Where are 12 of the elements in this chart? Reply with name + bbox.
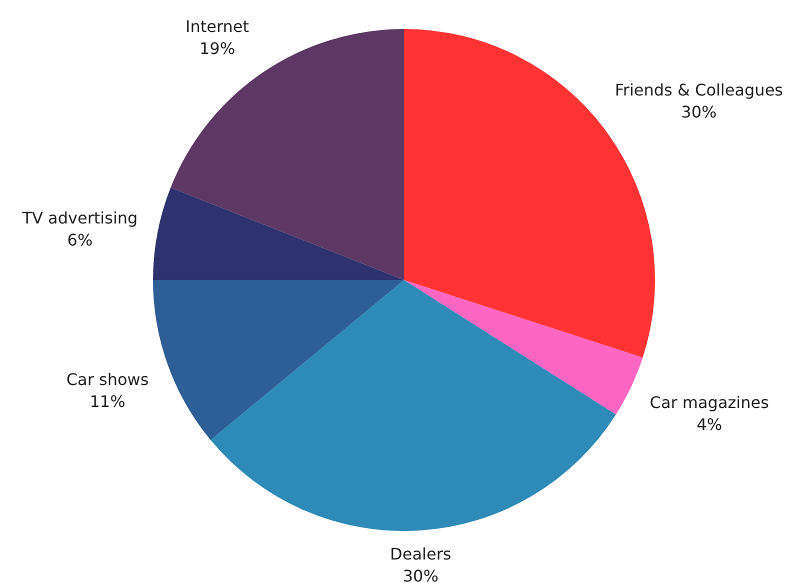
data-label: 11% xyxy=(90,392,126,411)
slice-label: Internet xyxy=(186,16,250,36)
slice-label: Car shows xyxy=(66,370,149,389)
slice-label: TV advertising xyxy=(21,208,138,228)
slice-label: Friends & Colleagues xyxy=(614,80,784,100)
data-label: 30% xyxy=(681,102,717,122)
slice-label: Car magazines xyxy=(650,392,769,412)
data-label: 4% xyxy=(696,414,722,434)
data-label: 19% xyxy=(200,38,236,58)
data-label: 30% xyxy=(402,566,438,583)
slice-label: Dealers xyxy=(390,544,452,564)
data-label: 6% xyxy=(67,230,93,250)
